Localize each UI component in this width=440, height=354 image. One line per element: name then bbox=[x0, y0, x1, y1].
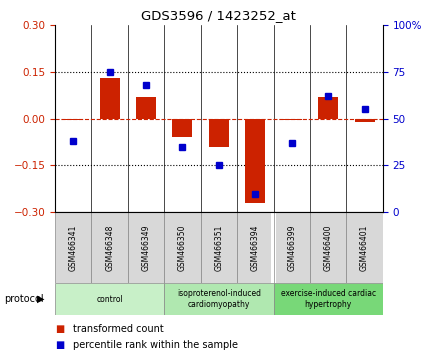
Bar bbox=[164, 283, 274, 315]
Bar bbox=[355, 119, 374, 122]
Bar bbox=[346, 212, 383, 283]
Bar bbox=[92, 212, 128, 283]
Bar bbox=[99, 78, 120, 119]
Text: GSM466394: GSM466394 bbox=[251, 224, 260, 271]
Bar bbox=[55, 212, 92, 283]
Text: transformed count: transformed count bbox=[73, 324, 163, 334]
Text: percentile rank within the sample: percentile rank within the sample bbox=[73, 340, 238, 350]
Text: GSM466348: GSM466348 bbox=[105, 224, 114, 271]
Bar bbox=[209, 119, 229, 147]
Text: ■: ■ bbox=[55, 324, 64, 334]
Text: protocol: protocol bbox=[4, 294, 44, 304]
Text: GSM466399: GSM466399 bbox=[287, 224, 296, 271]
Bar bbox=[172, 119, 192, 137]
Text: GSM466400: GSM466400 bbox=[324, 224, 333, 271]
Title: GDS3596 / 1423252_at: GDS3596 / 1423252_at bbox=[142, 9, 296, 22]
Bar bbox=[282, 119, 302, 120]
Bar bbox=[136, 97, 156, 119]
Text: GSM466350: GSM466350 bbox=[178, 224, 187, 271]
Bar bbox=[271, 209, 276, 287]
Bar bbox=[128, 212, 164, 283]
Text: GSM466341: GSM466341 bbox=[69, 224, 78, 271]
Text: exercise-induced cardiac
hypertrophy: exercise-induced cardiac hypertrophy bbox=[281, 290, 376, 309]
Bar bbox=[63, 119, 83, 120]
Text: control: control bbox=[96, 295, 123, 304]
Bar bbox=[318, 97, 338, 119]
Bar bbox=[201, 212, 237, 283]
Bar bbox=[274, 283, 383, 315]
Bar bbox=[164, 212, 201, 283]
Text: isoproterenol-induced
cardiomyopathy: isoproterenol-induced cardiomyopathy bbox=[177, 290, 261, 309]
Bar bbox=[55, 283, 164, 315]
Bar bbox=[274, 212, 310, 283]
Bar bbox=[310, 212, 346, 283]
Text: GSM466349: GSM466349 bbox=[142, 224, 150, 271]
Bar bbox=[246, 119, 265, 203]
Text: ▶: ▶ bbox=[37, 294, 45, 304]
Bar bbox=[237, 212, 274, 283]
Text: GSM466401: GSM466401 bbox=[360, 224, 369, 271]
Text: GSM466351: GSM466351 bbox=[214, 224, 224, 271]
Text: ■: ■ bbox=[55, 340, 64, 350]
